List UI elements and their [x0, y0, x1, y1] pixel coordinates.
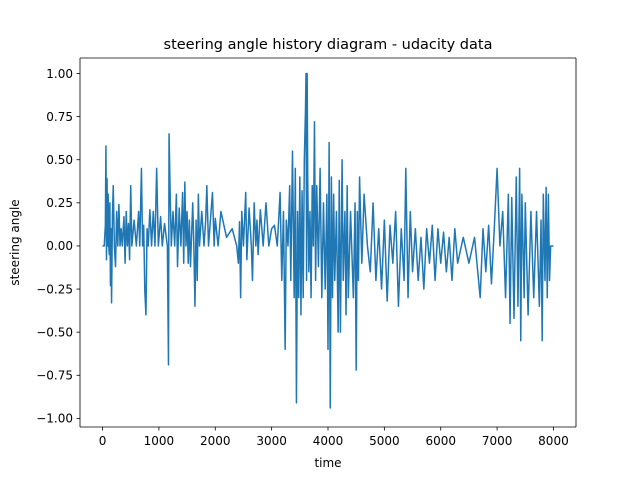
- x-axis-title: time: [314, 456, 341, 470]
- x-tick-label: 3000: [256, 434, 287, 448]
- x-tick-label: 1000: [144, 434, 175, 448]
- x-tick-label: 7000: [482, 434, 513, 448]
- y-tick-label: 0.25: [46, 196, 73, 210]
- y-tick-label: −0.75: [36, 369, 73, 383]
- y-axis-title: steering angle: [8, 199, 22, 285]
- y-axis: −1.00 −0.75 −0.50 −0.25 0.00 0.25 0.50 0.75 1.00: [36, 67, 80, 426]
- x-tick-label: 8000: [538, 434, 569, 448]
- x-tick-label: 6000: [425, 434, 456, 448]
- y-tick-label: −0.50: [36, 325, 73, 339]
- x-tick-label: 2000: [200, 434, 231, 448]
- y-tick-label: −1.00: [36, 412, 73, 426]
- y-tick-label: 0.50: [46, 153, 73, 167]
- series-line-0: [102, 72, 554, 409]
- y-tick-label: 1.00: [46, 67, 73, 81]
- y-tick-label: 0.75: [46, 110, 73, 124]
- y-tick-label: −0.25: [36, 282, 73, 296]
- x-axis: 0 1000 2000 3000 4000 5000 6000 7000 8000: [99, 427, 569, 448]
- x-tick-label: 4000: [313, 434, 344, 448]
- chart-title: steering angle history diagram - udacity…: [164, 37, 493, 53]
- series-layer: [102, 72, 554, 409]
- x-tick-label: 0: [99, 434, 107, 448]
- y-tick-label: 0.00: [46, 239, 73, 253]
- x-tick-label: 5000: [369, 434, 400, 448]
